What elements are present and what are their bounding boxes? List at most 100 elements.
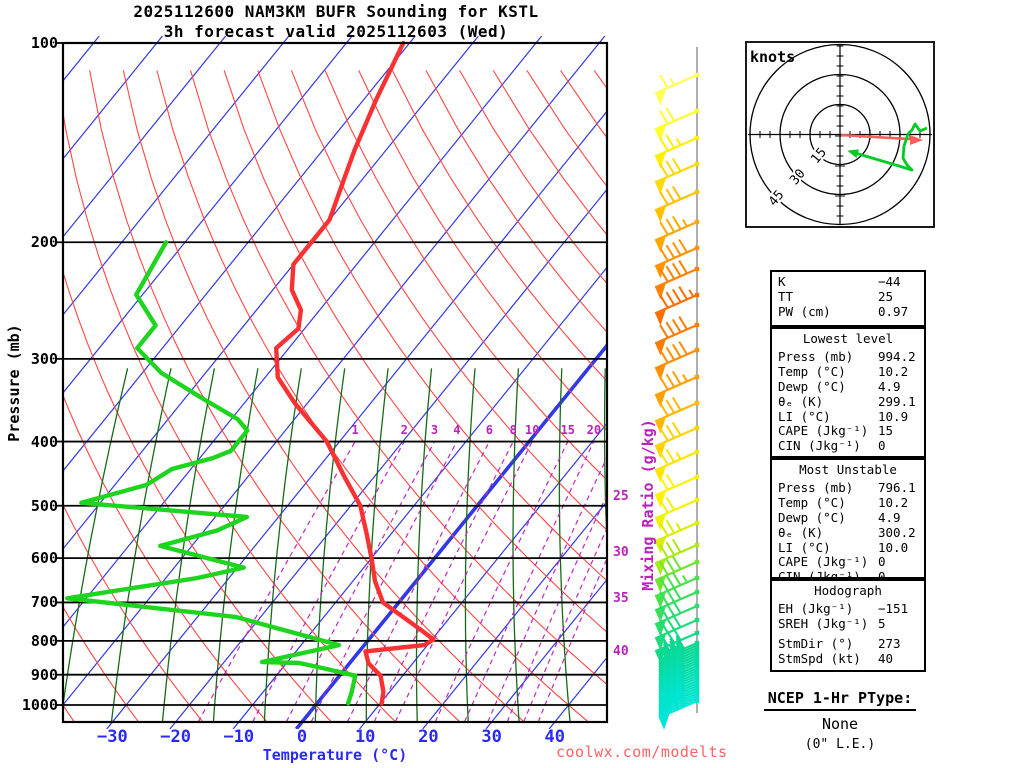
lowest-level-table: Lowest level Press (mb) 994.2 Temp (°C) 10.2…: [770, 327, 926, 458]
dry-adiabat: [63, 394, 268, 723]
temperature-trace: [274, 40, 436, 706]
wind-barb-feather: [659, 522, 669, 537]
ptype-block: NCEP 1-Hr PType: None (0" L.E.): [748, 688, 932, 752]
wind-barb-dot: [694, 189, 700, 195]
pressure-tick-label: 900: [30, 665, 58, 684]
wind-barb-dot: [694, 676, 700, 681]
wind-barb-pennant: [655, 441, 667, 459]
wind-barb-feather: [675, 637, 686, 652]
table-row: Dewp (°C) 4.9: [778, 509, 918, 526]
wind-barb-halffeather: [688, 289, 695, 298]
pressure-tick-label: 600: [30, 549, 58, 568]
table-row-label: StmSpd (kt): [778, 650, 861, 666]
wind-barb-feather: [659, 591, 669, 606]
table-row-value: 40: [878, 650, 894, 666]
temperature-axis-title: Temperature (°C): [262, 746, 408, 764]
table-row: PW (cm) 0.97: [778, 303, 918, 320]
wind-barb-feather: [659, 247, 669, 262]
dry-adiabat: [324, 70, 607, 481]
mixing-ratio-line: [373, 441, 514, 723]
wind-barb-feather: [671, 318, 682, 333]
wind-barb-feather: [665, 107, 676, 122]
isotherm: [232, 266, 607, 729]
wind-barb-feather: [665, 291, 676, 306]
ptype-value: None: [821, 715, 859, 733]
isotherm: [169, 188, 607, 729]
table-row-value: 25: [878, 288, 894, 304]
hodograph-trace: [851, 122, 928, 172]
wind-barb-dot: [694, 630, 700, 636]
moist-adiabat: [161, 368, 216, 722]
table-row-label: StmDir (°): [778, 635, 854, 651]
wind-barb-pennant: [655, 88, 667, 106]
table-row: Dewp (°C) 4.9: [778, 378, 918, 395]
wind-barb-feather: [659, 605, 669, 620]
wind-barb-feather: [675, 680, 686, 695]
wind-barb-feather: [671, 571, 682, 586]
wind-barb-feather: [669, 693, 679, 708]
table-row: Temp (°C) 10.2: [778, 364, 918, 380]
most-unstable-table: Most Unstable Press (mb) 796.1 Temp (°C) 10.…: [770, 458, 926, 584]
pressure-tick-label: 300: [30, 349, 58, 368]
pressure-axis-title: Pressure (mb): [5, 324, 23, 442]
table-row-label: PW (cm): [778, 303, 831, 319]
wind-barb-staff: [654, 109, 698, 131]
mixing-ratio-line: [464, 441, 595, 723]
wind-barb-dot: [694, 681, 700, 686]
wind-barb-feather: [678, 316, 688, 330]
table-row-value: 4.9: [878, 509, 901, 525]
table-row-label: θₑ (K): [778, 524, 824, 540]
wind-barb-feather: [665, 321, 676, 336]
wind-barb-dot: [694, 698, 700, 704]
wind-barb-pennant: [658, 713, 670, 730]
wind-barb-dot: [694, 72, 700, 78]
temperature-tick-label: −10: [223, 727, 255, 747]
wind-barb-dot: [694, 589, 700, 595]
wind-barb-feather: [665, 373, 676, 388]
wind-barb-dot: [694, 292, 700, 298]
dry-adiabat: [257, 70, 607, 582]
mixing-ratio-line: [434, 441, 569, 723]
wind-barb-feather: [659, 451, 669, 466]
wind-barb-feather: [659, 191, 669, 206]
table-row: CIN (Jkg⁻¹) 0: [778, 438, 918, 454]
temperature-tick-label: 20: [418, 727, 439, 747]
wind-barb-staff: [654, 604, 698, 626]
moist-adiabat: [464, 368, 476, 722]
table-row-label: Dewp (°C): [778, 378, 846, 394]
wind-barb-feather: [665, 160, 676, 175]
wind-barb-feather: [675, 685, 686, 700]
table-row-label: Temp (°C): [778, 494, 846, 510]
wind-barb-feather: [675, 675, 686, 690]
table-row: CAPE (Jkg⁻¹) 15: [778, 424, 918, 439]
table-row-label: LI (°C): [778, 408, 831, 424]
dry-adiabat: [459, 70, 607, 285]
wind-barb-staff: [654, 475, 698, 497]
freezing-isotherm: [294, 342, 607, 729]
isotherm: [485, 578, 607, 729]
wind-barb-feather: [671, 343, 682, 358]
table-row-label: K: [778, 274, 786, 289]
table-row-label: LI (°C): [778, 539, 831, 555]
wind-barb-dot: [694, 603, 700, 609]
wind-barb-feather: [671, 613, 682, 628]
mixing-ratio-line: [310, 441, 458, 723]
wind-barb-feather: [678, 239, 688, 253]
wind-barb-feather: [671, 241, 682, 256]
wind-barb-staff: [654, 426, 698, 448]
mixing-ratio-tick-label-right: 40: [613, 644, 629, 659]
wind-barb-pennant: [655, 205, 667, 223]
wind-barb-staff: [654, 401, 698, 423]
wind-barb-feather: [675, 690, 686, 705]
mixing-ratio-line: [394, 441, 533, 723]
wind-barb-feather: [665, 399, 676, 414]
wind-barb-feather: [675, 670, 686, 685]
table-row-label: Press (mb): [778, 348, 854, 364]
table-row: LI (°C) 10.0: [778, 539, 918, 556]
wind-barb-staff: [654, 267, 698, 289]
dry-adiabat: [63, 270, 332, 723]
wind-barb-feather: [675, 678, 686, 692]
table-row: StmDir (°) 273: [778, 635, 918, 652]
wind-barb-feather: [665, 629, 676, 644]
wind-barb-dot: [694, 425, 700, 431]
